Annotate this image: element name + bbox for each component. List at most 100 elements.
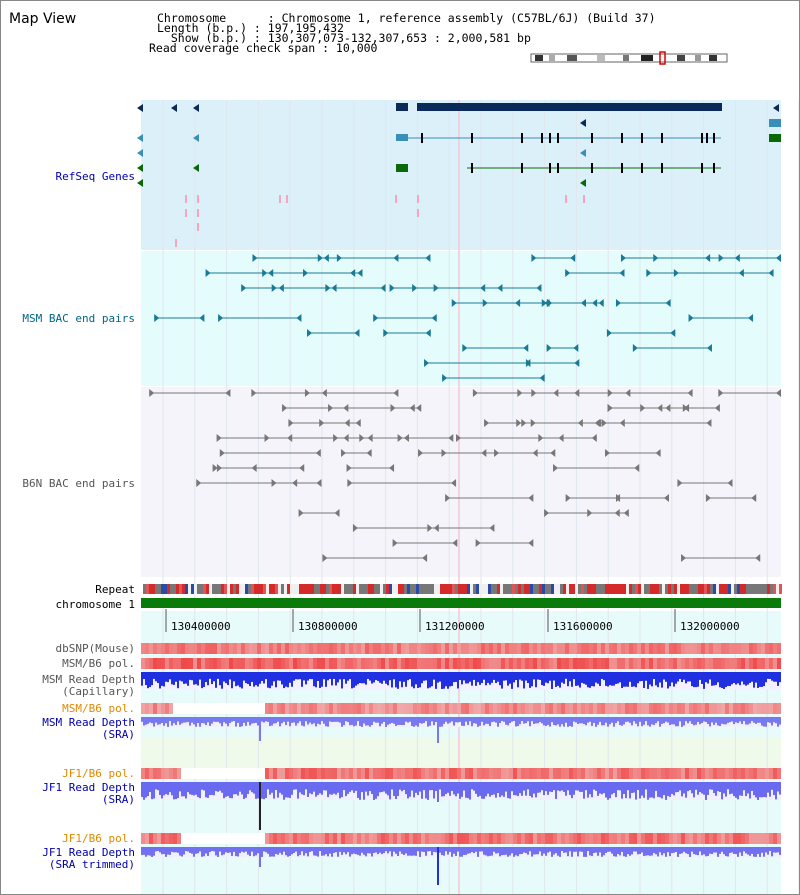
depth-bar: [203, 717, 205, 724]
depth-bar: [565, 847, 567, 853]
track-label-jf1-pol-1[interactable]: JF1/B6 pol.: [62, 767, 135, 780]
heat-cell: [597, 658, 601, 669]
depth-bar: [497, 717, 499, 727]
heat-cell: [557, 703, 561, 714]
depth-bar: [529, 672, 531, 688]
track-label-msm-pol-2[interactable]: MSM/B6 pol.: [62, 702, 135, 715]
track-label-jf1-depth-sra[interactable]: JF1 Read Depth (SRA): [1, 782, 135, 806]
depth-bar: [285, 672, 287, 687]
depth-bar: [255, 717, 257, 723]
repeat-block: [338, 584, 341, 594]
repeat-block: [197, 584, 200, 594]
depth-bar: [503, 782, 505, 797]
heat-cell: [181, 703, 185, 714]
depth-bar: [189, 782, 191, 795]
depth-bar: [463, 672, 465, 681]
repeat-block: [746, 584, 749, 594]
depth-bar: [309, 847, 311, 852]
heat-cell: [157, 703, 161, 714]
bac-end-marker: [299, 464, 305, 472]
depth-bar: [597, 782, 599, 796]
heat-cell: [537, 833, 541, 844]
track-label-refseq[interactable]: RefSeq Genes: [55, 170, 135, 183]
depth-bar: [337, 717, 339, 722]
depth-bar: [749, 717, 751, 724]
heat-cell: [253, 768, 257, 779]
depth-bar: [377, 717, 379, 723]
heat-cell: [653, 833, 657, 844]
depth-bar: [349, 847, 351, 857]
track-label-b6n-bac[interactable]: B6N BAC end pairs: [22, 477, 135, 490]
depth-bar: [197, 782, 199, 798]
repeat-block: [419, 584, 422, 594]
repeat-block: [212, 584, 215, 594]
heat-cell: [301, 703, 305, 714]
bac-end-marker: [216, 434, 222, 442]
track-label-msm-depth-capillary[interactable]: MSM Read Depth (Capillary): [1, 674, 135, 698]
heat-cell: [313, 703, 317, 714]
gene-exon: [641, 163, 643, 173]
repeat-block: [737, 584, 740, 594]
repeat-block: [194, 584, 197, 594]
depth-bar: [479, 847, 481, 852]
page-title: Map View: [9, 11, 77, 27]
depth-bar: [165, 672, 167, 682]
bac-end-marker: [416, 404, 422, 412]
depth-bar: [493, 782, 495, 795]
heat-cell: [697, 658, 701, 669]
depth-bar: [633, 782, 635, 793]
heat-cell: [457, 833, 461, 844]
depth-bar: [597, 672, 599, 684]
depth-bar: [473, 847, 475, 854]
bac-end-marker: [383, 329, 389, 337]
repeat-block: [416, 584, 419, 594]
depth-bar: [163, 782, 165, 796]
depth-bar: [757, 782, 759, 800]
depth-bar: [521, 717, 523, 722]
track-label-msm-pol-1[interactable]: MSM/B6 pol.: [62, 657, 135, 670]
depth-bar: [763, 782, 765, 797]
heat-cell: [165, 768, 169, 779]
track-label-jf1-pol-2[interactable]: JF1/B6 pol.: [62, 832, 135, 845]
depth-bar: [419, 782, 421, 792]
depth-bar: [355, 782, 357, 791]
depth-bar: [337, 782, 339, 793]
depth-bar: [351, 782, 353, 791]
heat-cell: [697, 768, 701, 779]
track-label-dbsnp[interactable]: dbSNP(Mouse): [55, 642, 135, 655]
depth-bar: [269, 782, 271, 795]
repeat-block: [191, 584, 194, 594]
depth-bar: [509, 847, 511, 856]
depth-bar: [621, 717, 623, 726]
depth-bar: [347, 782, 349, 794]
depth-spike: [259, 782, 261, 830]
depth-bar: [707, 782, 709, 795]
heat-cell: [769, 703, 773, 714]
depth-bar: [717, 847, 719, 857]
depth-bar: [361, 672, 363, 684]
track-label-jf1-depth-trimmed[interactable]: JF1 Read Depth (SRA trimmed): [1, 847, 135, 871]
depth-bar: [655, 672, 657, 686]
depth-bar: [431, 847, 433, 856]
track-label-msm-bac[interactable]: MSM BAC end pairs: [22, 312, 135, 325]
heat-cell: [145, 643, 149, 654]
depth-bar: [187, 717, 189, 723]
depth-bar: [629, 672, 631, 682]
depth-bar: [513, 717, 515, 722]
depth-bar: [667, 717, 669, 723]
depth-bar: [141, 717, 143, 722]
ideogram-band: [549, 55, 555, 61]
depth-bar: [439, 847, 441, 853]
heat-cell: [157, 833, 161, 844]
depth-bar: [719, 782, 721, 792]
heat-cell: [525, 768, 529, 779]
depth-bar: [505, 782, 507, 792]
depth-bar: [749, 847, 751, 856]
bac-end-marker: [271, 284, 277, 292]
depth-bar: [551, 782, 553, 793]
track-label-msm-depth-sra[interactable]: MSM Read Depth (SRA): [1, 717, 135, 741]
repeat-block: [434, 584, 437, 594]
heat-cell: [621, 768, 625, 779]
depth-bar: [175, 672, 177, 682]
